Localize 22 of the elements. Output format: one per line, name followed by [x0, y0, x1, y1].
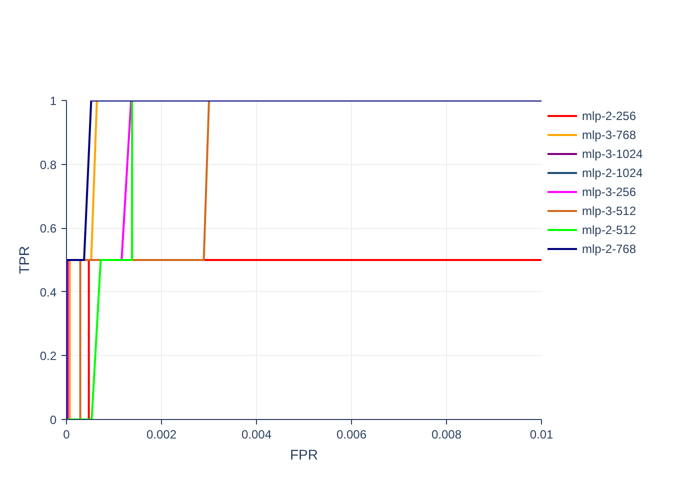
x-tick-label: 0.002	[146, 428, 177, 442]
legend-label: mlp-3-256	[582, 184, 636, 200]
x-axis-title: FPR	[290, 446, 318, 462]
x-tick-label: 0	[63, 428, 70, 442]
legend-label: mlp-2-768	[582, 240, 636, 258]
x-tick-label: 0.008	[431, 428, 462, 442]
y-tick-label: 0.8	[40, 158, 57, 172]
y-tick-label: 1	[50, 94, 57, 108]
x-tick-label: 0.01	[530, 428, 554, 442]
y-tick-label: 0.6	[40, 222, 57, 236]
y-tick-label: 0.4	[40, 285, 57, 300]
y-axis-title: TPR	[16, 246, 32, 274]
legend-label: mlp-3-512	[582, 202, 636, 220]
legend-label: mlp-2-512	[582, 222, 636, 238]
legend-label: mlp-3-768	[582, 126, 636, 144]
y-tick-label: 0.2	[40, 349, 57, 364]
x-tick-label: 0.004	[241, 428, 272, 442]
legend-label: mlp-3-1024	[582, 146, 643, 162]
legend-label: mlp-2-1024	[582, 164, 643, 182]
y-tick-label: 0	[50, 413, 57, 427]
legend-label: mlp-2-256	[582, 108, 636, 124]
x-tick-label: 0.006	[336, 428, 367, 442]
